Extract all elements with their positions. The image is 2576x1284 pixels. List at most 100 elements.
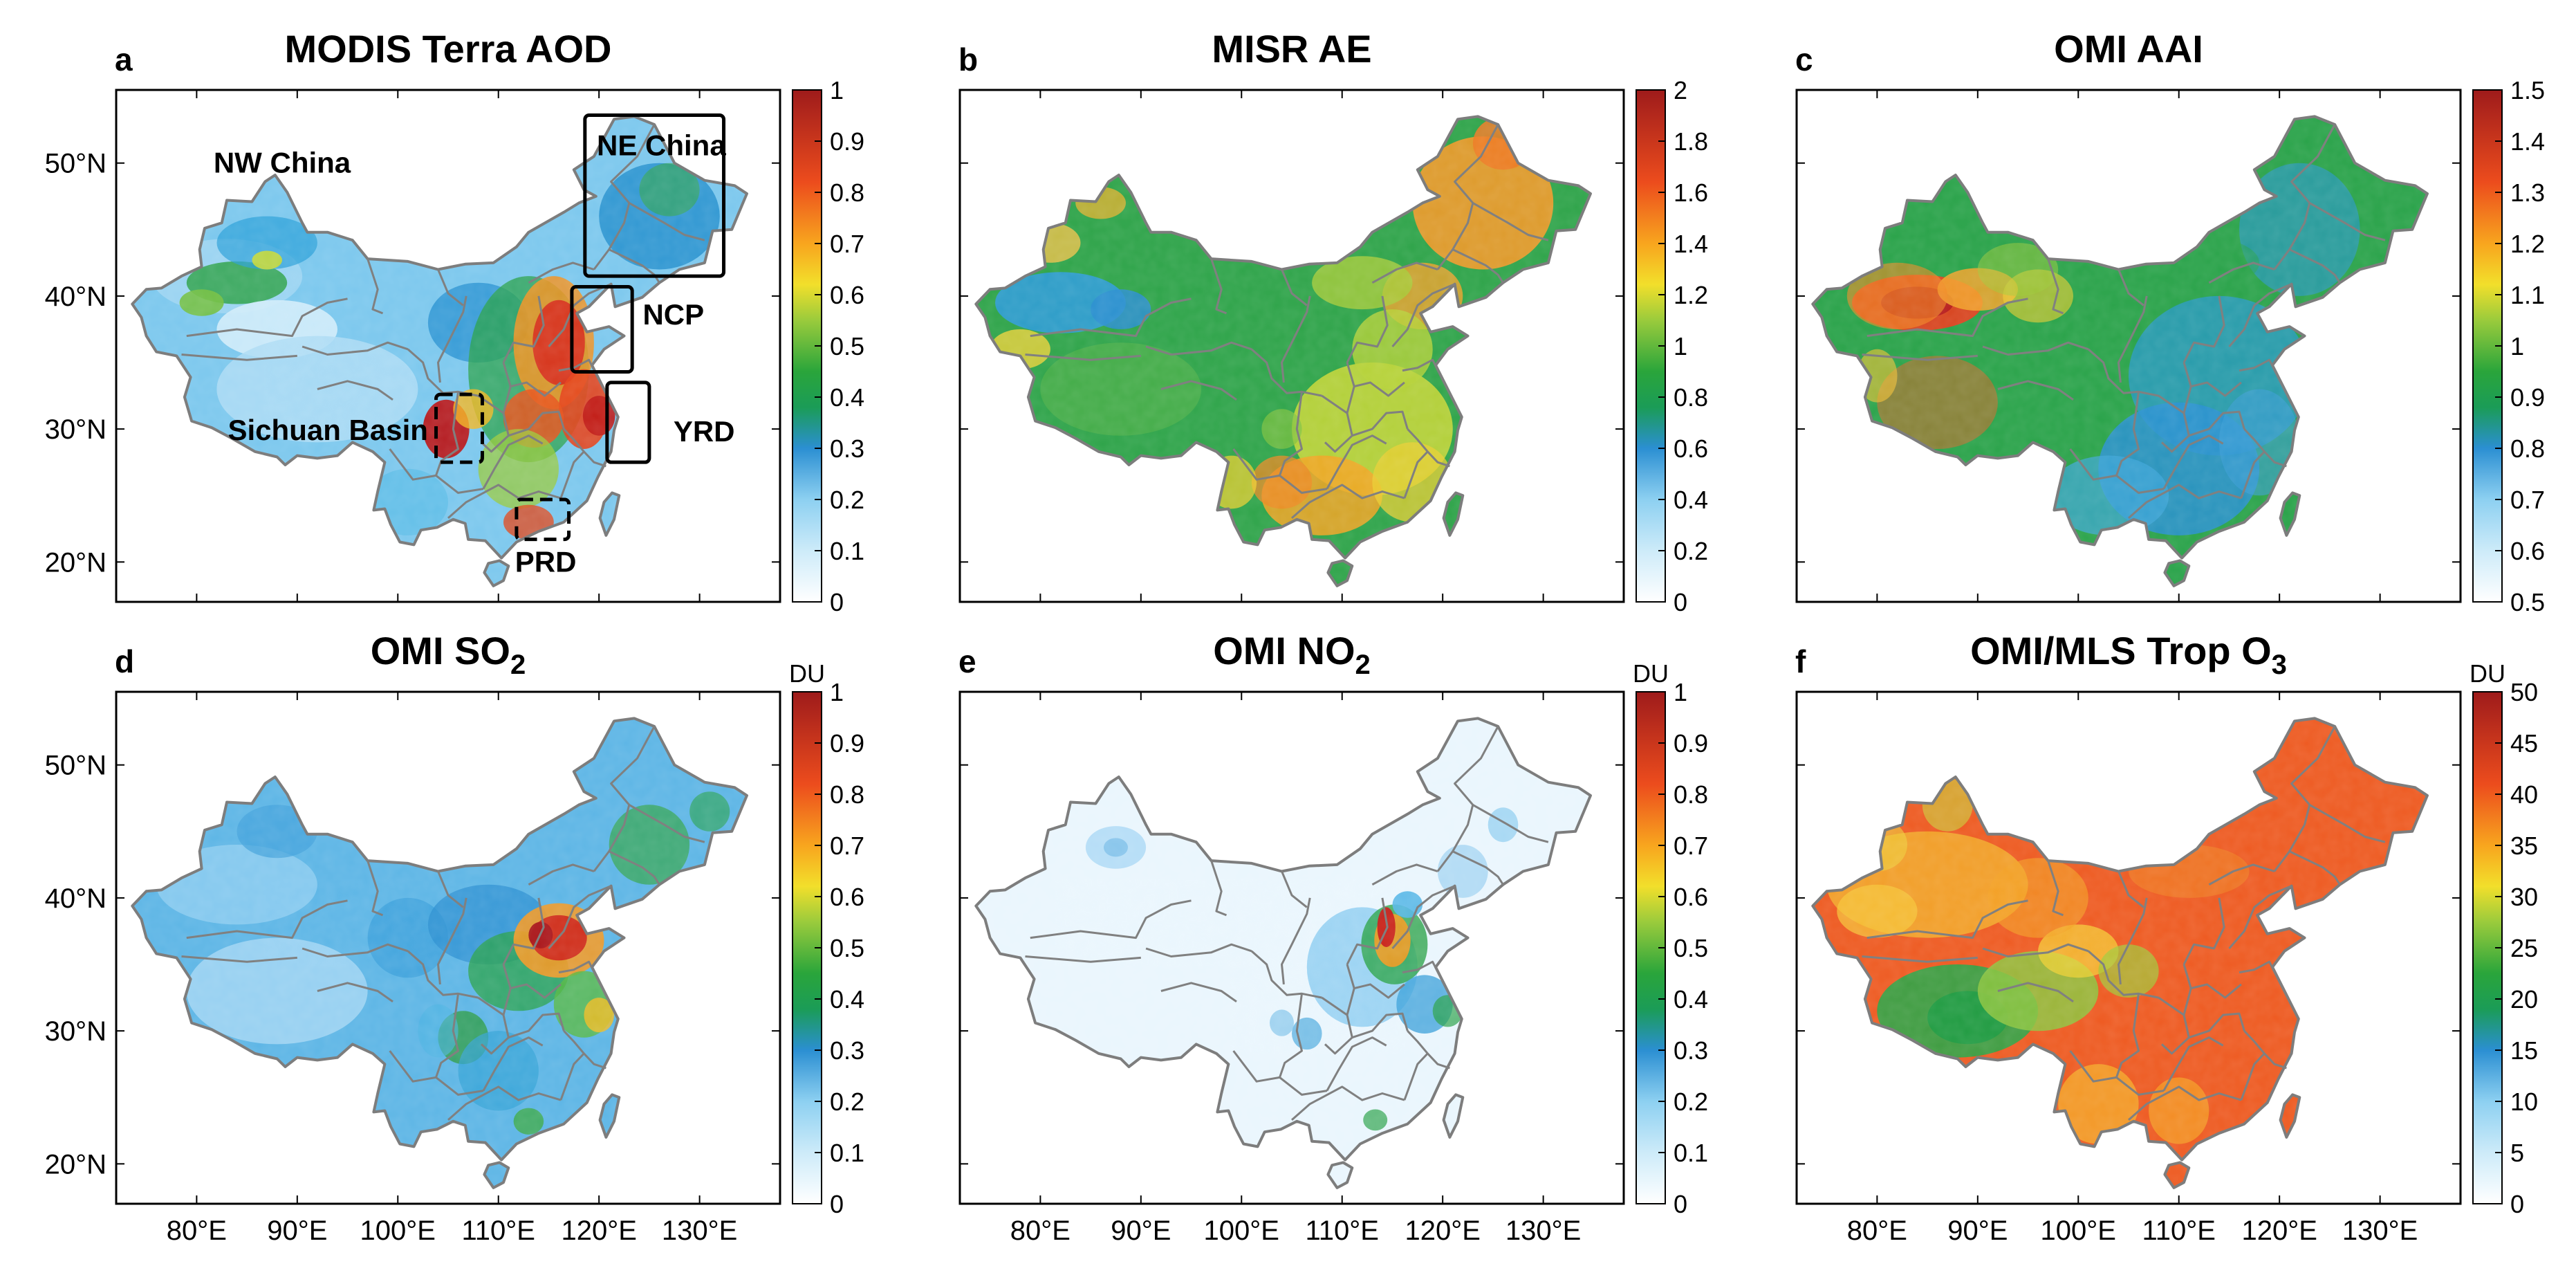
province-border (2118, 268, 2144, 306)
province-border (1326, 1036, 1387, 1092)
map-panel-c: c OMI AAI 1.5 1.4 1.3 1.2 1.1 1 0.9 0.8 0.7 0.6 0.5 (1795, 27, 2545, 616)
china-border (131, 717, 748, 1162)
province-border (2162, 434, 2224, 490)
province-border (1866, 899, 2028, 939)
province-border (548, 885, 612, 949)
province-border (2183, 897, 2225, 965)
province-border (548, 283, 612, 347)
province-border (1030, 297, 1192, 338)
province-border (1281, 268, 1308, 306)
longitude-tick-label: 120°E (2241, 1216, 2317, 1246)
province-border (502, 381, 562, 414)
panel-title-main: OMI SO (371, 629, 510, 672)
province-border (1346, 295, 1389, 363)
colorbar: 1 0.9 0.8 0.7 0.6 0.5 0.4 0.3 0.2 0.1 0 DU (1633, 659, 1708, 1218)
colorbar-tick-label: 1 (830, 678, 844, 706)
colorbar-tick-label: 0.6 (830, 883, 864, 911)
province-border (508, 410, 565, 437)
hainan-border (1326, 1161, 1354, 1189)
province-border (2289, 248, 2341, 284)
province-border (447, 1085, 562, 1121)
province-border (437, 268, 464, 306)
colorbar-tick-label: 0.8 (830, 780, 864, 809)
province-border (1279, 993, 1303, 1078)
china-border (1811, 115, 2429, 560)
province-border (1351, 1012, 1409, 1039)
panel-title-subscript: 3 (2272, 650, 2287, 680)
province-border (367, 860, 384, 917)
colorbar-tick-label: 0 (830, 1190, 844, 1218)
colorbar-tick-label: 0.6 (1674, 434, 1708, 463)
province-border (528, 863, 595, 886)
longitude-tick-label: 130°E (662, 1216, 737, 1246)
province-border (2087, 348, 2159, 397)
panel-letter: a (115, 42, 133, 77)
colorbar-tick-label: 25 (2510, 934, 2538, 962)
china-border (974, 115, 1592, 560)
panel-letter: e (958, 643, 976, 679)
colorbar-tick-label: 0.4 (830, 985, 864, 1014)
province-border (2069, 1050, 2165, 1096)
province-border (1346, 964, 1355, 989)
colorbar-tick-label: 50 (2510, 678, 2538, 706)
province-border (1281, 870, 1308, 908)
colorbar-tick-label: 10 (2510, 1088, 2538, 1116)
colorbar-tick-label: 0.1 (830, 1139, 864, 1167)
colorbar-tick-label: 0.1 (1674, 1139, 1708, 1167)
province-border (2239, 358, 2291, 401)
province-border (407, 950, 479, 999)
province-border (1291, 1085, 1405, 1121)
province-border (482, 1036, 544, 1092)
colorbar-tick-label: 0.4 (1674, 985, 1708, 1014)
province-border (2289, 850, 2341, 886)
province-border (2115, 993, 2140, 1078)
colorbar-tick-label: 0 (1674, 588, 1687, 616)
province-border (1371, 262, 1438, 284)
panel-title-main: OMI NO (1213, 629, 1355, 672)
province-border (435, 392, 459, 476)
colorbar-tick-label: 0.5 (2510, 588, 2545, 616)
province-border (2115, 392, 2140, 476)
longitude-tick-label: 120°E (561, 1216, 636, 1246)
province-border (2069, 448, 2165, 494)
latitude-tick-label: 30°N (45, 414, 106, 445)
province-border (2228, 885, 2292, 949)
province-border (186, 899, 348, 939)
province-border (447, 484, 562, 520)
colorbar: 1 0.9 0.8 0.7 0.6 0.5 0.4 0.3 0.2 0.1 0 (792, 76, 864, 616)
longitude-tick-label: 90°E (267, 1216, 327, 1246)
panel-letter: c (1795, 42, 1813, 77)
panel-title-main: OMI/MLS Trop O (1970, 629, 2272, 672)
longitude-tick-label: 110°E (1306, 1216, 1379, 1246)
colorbar-tick-label: 0.8 (2510, 434, 2545, 463)
province-border (1866, 297, 2028, 338)
province-border (181, 955, 297, 963)
longitude-tick-label: 130°E (1505, 1216, 1581, 1246)
colorbar-tick-label: 15 (2510, 1036, 2538, 1065)
colorbar-unit: DU (2470, 659, 2505, 688)
colorbar-tick-label: 1.4 (1674, 230, 1708, 258)
colorbar-tick-label: 40 (2510, 780, 2538, 809)
province-border (1403, 450, 1429, 499)
colorbar-tick-label: 0.2 (1674, 1088, 1708, 1116)
province-border (389, 1050, 484, 1096)
province-border (2228, 283, 2292, 347)
colorbar-tick-label: 0.9 (830, 127, 864, 156)
province-border (1452, 248, 1504, 284)
region-label: PRD (515, 545, 577, 578)
province-border (1402, 358, 1454, 401)
colorbar-tick-label: 0.3 (830, 1036, 864, 1065)
colorbar-tick-label: 0.5 (830, 332, 864, 360)
province-border (1346, 983, 1405, 1016)
longitude-tick-label: 80°E (1847, 1216, 1907, 1246)
map-frame (115, 690, 781, 1205)
province-border (1281, 295, 1311, 383)
panel-title-subscript: 2 (510, 650, 526, 680)
colorbar-tick-label: 0.9 (830, 729, 864, 758)
colorbar: 2 1.8 1.6 1.4 1.2 1 0.8 0.6 0.4 0.2 0 (1636, 76, 1708, 616)
province-border (2047, 258, 2064, 315)
province-border (2047, 860, 2064, 917)
province-border (1160, 380, 1237, 401)
province-border (1160, 982, 1237, 1003)
